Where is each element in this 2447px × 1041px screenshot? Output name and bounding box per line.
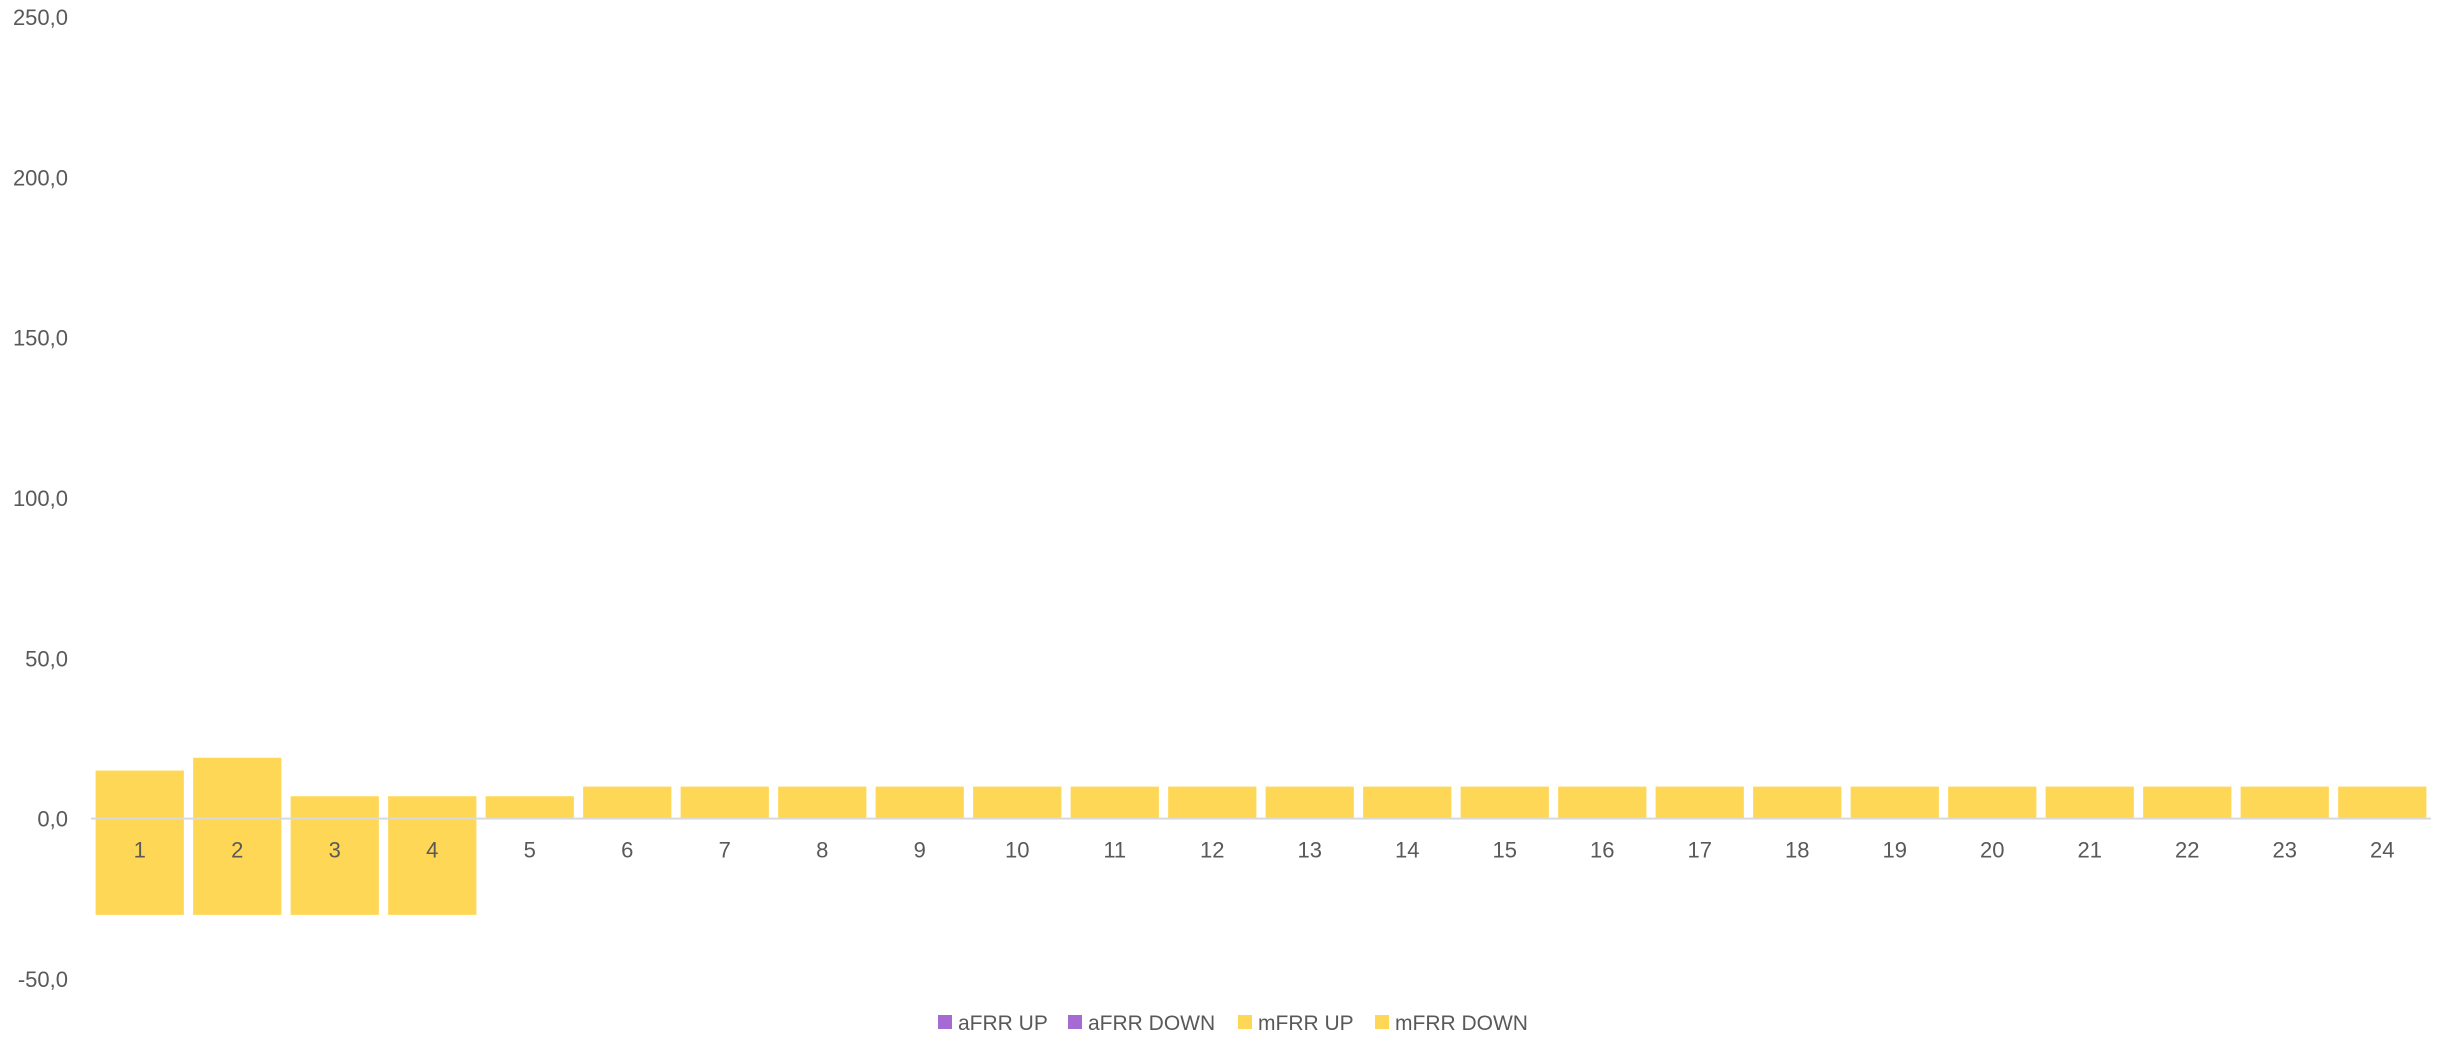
x-tick-label: 10 <box>1005 838 1029 863</box>
x-tick-label: 18 <box>1785 838 1809 863</box>
bar-mfrr-up-19 <box>1850 786 1939 819</box>
bar-mfrr-up-23 <box>2240 786 2329 819</box>
bar-mfrr-up-1 <box>95 770 184 819</box>
x-tick-label: 4 <box>426 838 438 863</box>
x-tick-label: 17 <box>1688 838 1712 863</box>
bar-mfrr-up-4 <box>388 796 477 819</box>
legend-swatch <box>938 1015 952 1029</box>
bar-mfrr-up-2 <box>193 757 282 819</box>
x-tick-label: 9 <box>914 838 926 863</box>
x-tick-label: 15 <box>1493 838 1517 863</box>
x-tick-label: 11 <box>1103 838 1126 863</box>
y-tick-label: -50,0 <box>18 967 68 992</box>
y-tick-label: 150,0 <box>13 326 68 351</box>
bar-mfrr-up-22 <box>2143 786 2232 819</box>
y-tick-label: 50,0 <box>25 646 68 671</box>
x-tick-label: 21 <box>2078 838 2102 863</box>
x-tick-label: 7 <box>719 838 731 863</box>
bar-mfrr-down-4 <box>388 818 477 915</box>
bar-mfrr-up-8 <box>778 786 867 819</box>
legend-label: aFRR UP <box>958 1012 1048 1035</box>
x-tick-label: 16 <box>1590 838 1614 863</box>
x-tick-label: 14 <box>1395 838 1419 863</box>
bar-mfrr-up-11 <box>1070 786 1159 819</box>
x-tick-label: 12 <box>1200 838 1224 863</box>
x-tick-label: 6 <box>621 838 633 863</box>
x-tick-label: 8 <box>816 838 828 863</box>
bar-mfrr-up-10 <box>973 786 1062 819</box>
x-tick-label: 1 <box>134 838 146 863</box>
bar-mfrr-up-12 <box>1168 786 1257 819</box>
bar-mfrr-down-3 <box>290 818 379 915</box>
bar-mfrr-down-2 <box>193 818 282 915</box>
legend-swatch <box>1375 1015 1389 1029</box>
bar-mfrr-up-16 <box>1558 786 1647 819</box>
legend: aFRR UP aFRR DOWN mFRR UP mFRR DOWN <box>938 1012 1528 1035</box>
bar-mfrr-up-5 <box>485 796 574 819</box>
bar-mfrr-up-18 <box>1753 786 1842 819</box>
bar-mfrr-up-17 <box>1655 786 1744 819</box>
x-tick-label: 20 <box>1980 838 2004 863</box>
bars <box>95 757 2427 915</box>
bar-mfrr-up-15 <box>1460 786 1549 819</box>
y-tick-label: 200,0 <box>13 165 68 190</box>
legend-label: mFRR UP <box>1258 1012 1354 1035</box>
bar-mfrr-up-13 <box>1265 786 1354 819</box>
bar-mfrr-up-24 <box>2338 786 2427 819</box>
x-tick-label: 5 <box>524 838 536 863</box>
bar-mfrr-up-20 <box>1948 786 2037 819</box>
y-tick-label: 0,0 <box>37 807 68 832</box>
bar-mfrr-up-6 <box>583 786 672 819</box>
x-tick-label: 13 <box>1298 838 1322 863</box>
x-tick-label: 22 <box>2175 838 2199 863</box>
bar-mfrr-up-3 <box>290 796 379 819</box>
x-tick-label: 2 <box>231 838 243 863</box>
bar-mfrr-up-7 <box>680 786 769 819</box>
bar-mfrr-down-1 <box>95 818 184 915</box>
x-axis-labels: 1 2 3 4 5 6 7 8 9 10 11 12 13 14 15 16 17 18 19 20 21 22 23 24 <box>134 838 2395 863</box>
bar-mfrr-up-21 <box>2045 786 2134 819</box>
y-tick-label: 250,0 <box>13 5 68 30</box>
legend-swatch <box>1238 1015 1252 1029</box>
x-tick-label: 23 <box>2273 838 2297 863</box>
x-tick-label: 24 <box>2370 838 2394 863</box>
legend-swatch <box>1068 1015 1082 1029</box>
x-tick-label: 3 <box>329 838 341 863</box>
x-tick-label: 19 <box>1883 838 1907 863</box>
legend-label: aFRR DOWN <box>1088 1012 1215 1035</box>
legend-label: mFRR DOWN <box>1395 1012 1528 1035</box>
y-axis-labels: 250,0 200,0 150,0 100,0 50,0 0,0 -50,0 <box>13 5 68 992</box>
bar-mfrr-up-14 <box>1363 786 1452 819</box>
y-tick-label: 100,0 <box>13 486 68 511</box>
bar-mfrr-up-9 <box>875 786 964 819</box>
